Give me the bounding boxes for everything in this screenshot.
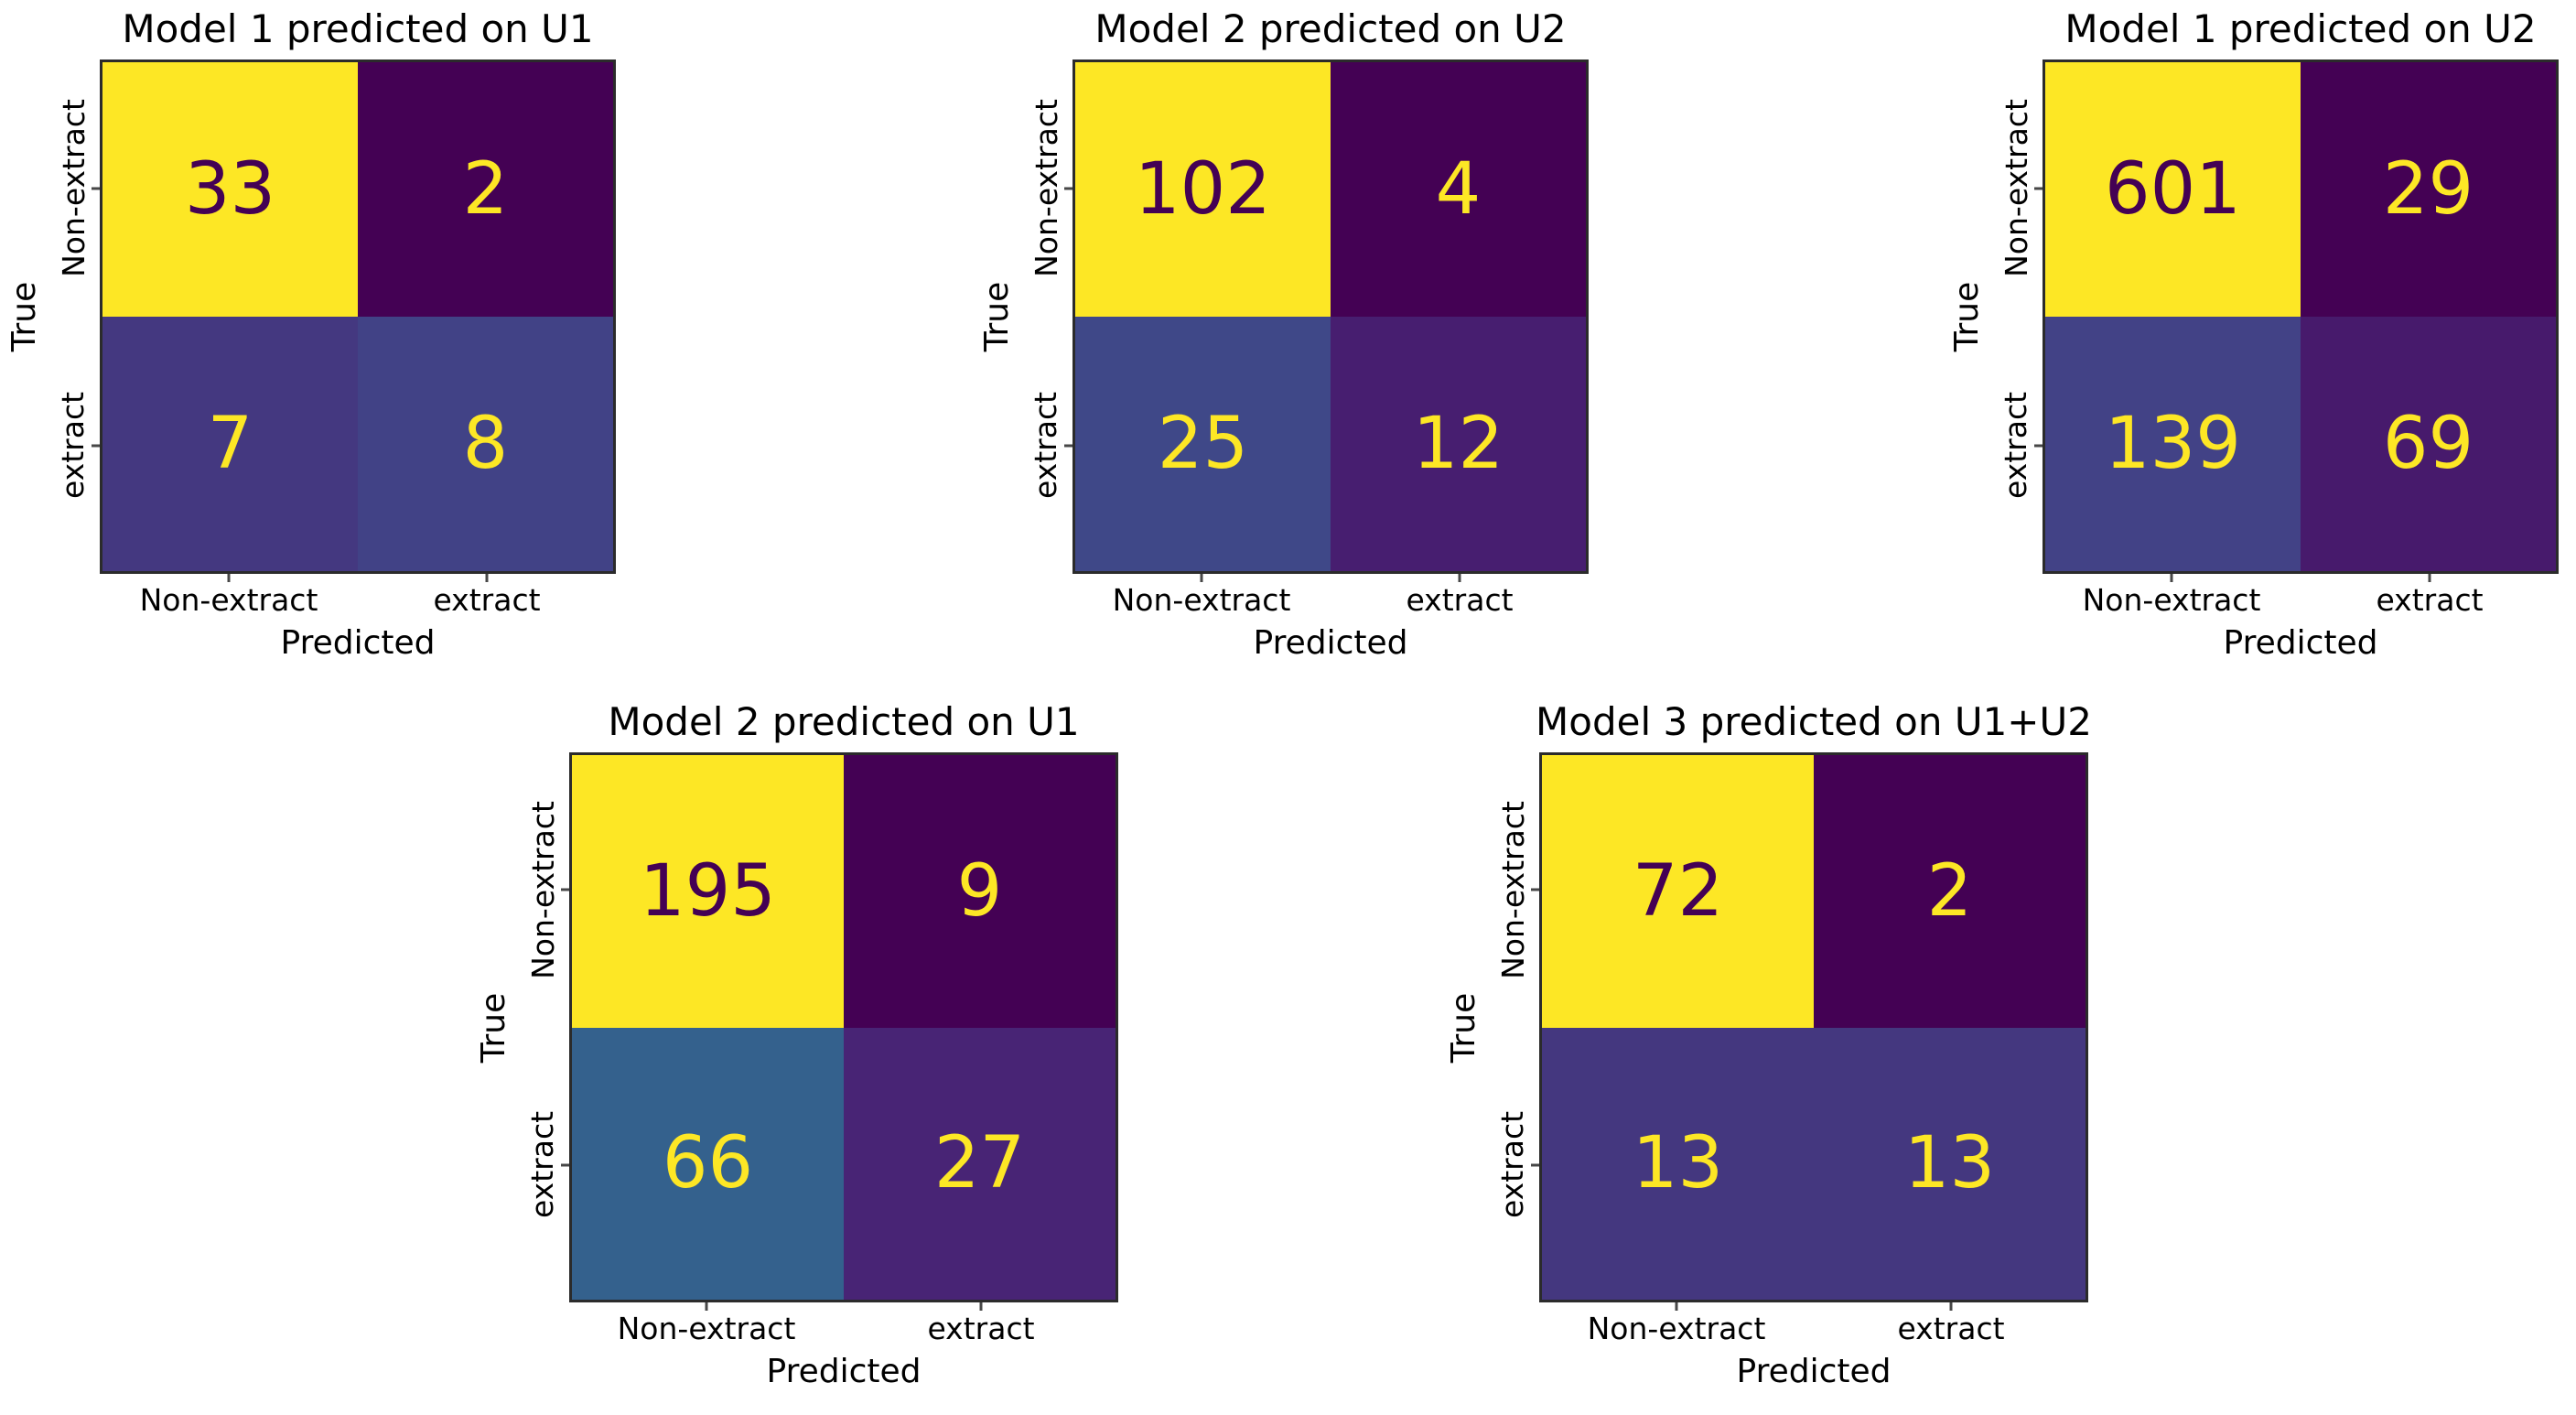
y-tick-mark [561,888,569,891]
cell-r1c0: 66 [572,1027,844,1300]
cell-r0c1: 9 [844,755,1116,1028]
x-tick-label-extract: extract [1897,1311,2005,1346]
cell-r1c1: 13 [1814,1027,2086,1300]
x-tick-mark [705,1302,708,1311]
x-tick-label-extract: extract [927,1311,1035,1346]
y-tick-label-non-extract: Non-extract [55,99,92,277]
x-tick-label-non-extract: Non-extract [617,1311,796,1346]
y-tick-label-extract: extract [524,1111,561,1219]
subplot-model1-on-u1: Model 1 predicted on U1 True Non-extract… [5,7,616,660]
cell-r1c0: 7 [102,317,358,571]
plot-title: Model 1 predicted on U1 [122,5,594,51]
x-axis-label: Predicted [766,1353,922,1390]
x-tick-label-extract: extract [433,582,541,618]
cell-r0c1: 2 [1814,755,2086,1028]
heatmap: 195 9 66 27 [569,752,1118,1302]
heatmap: 72 2 13 13 [1539,752,2088,1302]
x-tick-mark [1675,1302,1678,1311]
cell-r1c1: 27 [844,1027,1116,1300]
plot-title: Model 3 predicted on U1+U2 [1536,698,2092,744]
y-tick-mark [1531,888,1539,891]
cell-r0c0: 195 [572,755,844,1028]
cell-r1c0: 139 [2045,317,2301,571]
subplot-model2-on-u1: Model 2 predicted on U1 True Non-extract… [475,700,1118,1388]
heatmap: 33 2 7 8 [100,59,616,574]
cell-r0c1: 2 [358,62,613,317]
cell-r1c0: 13 [1542,1027,1814,1300]
x-tick-mark [2170,574,2173,582]
x-tick-mark [1949,1302,1953,1311]
x-axis-label: Predicted [1736,1353,1892,1390]
cell-r0c0: 102 [1075,62,1331,317]
heatmap: 601 29 139 69 [2042,59,2559,574]
cell-r1c1: 8 [358,317,613,571]
y-tick-label-extract: extract [1028,391,1064,500]
x-tick-label-extract: extract [2376,582,2484,618]
cell-r0c0: 72 [1542,755,1814,1028]
x-tick-label-non-extract: Non-extract [139,582,318,618]
cell-r0c1: 4 [1331,62,1586,317]
x-tick-mark [485,574,489,582]
y-tick-mark [92,444,100,447]
x-tick-label-non-extract: Non-extract [2082,582,2261,618]
cell-r0c1: 29 [2301,62,2556,317]
y-tick-mark [2034,444,2042,447]
x-tick-label-extract: extract [1406,582,1514,618]
subplot-model2-on-u2: Model 2 predicted on U2 True Non-extract… [978,7,1589,660]
cell-r0c0: 601 [2045,62,2301,317]
y-tick-label-extract: extract [1494,1111,1531,1219]
x-tick-mark [227,574,231,582]
y-axis-label: True [475,992,512,1063]
cell-r1c1: 69 [2301,317,2556,571]
x-tick-label-non-extract: Non-extract [1587,1311,1766,1346]
y-tick-mark [561,1163,569,1167]
y-axis-label: True [1445,992,1482,1063]
cell-r1c0: 25 [1075,317,1331,571]
y-axis-label: True [978,281,1016,352]
x-tick-mark [2428,574,2431,582]
x-tick-label-non-extract: Non-extract [1112,582,1291,618]
x-axis-label: Predicted [1253,624,1408,662]
y-tick-mark [1064,444,1072,447]
y-tick-mark [92,187,100,189]
subplot-model3-on-u1u2: Model 3 predicted on U1+U2 True Non-extr… [1445,700,2092,1388]
y-tick-label-non-extract: Non-extract [524,800,561,979]
y-tick-mark [1531,1163,1539,1167]
y-tick-label-extract: extract [55,391,92,500]
plot-title: Model 1 predicted on U2 [2064,5,2537,51]
y-axis-label: True [1948,281,1986,352]
cell-r1c1: 12 [1331,317,1586,571]
x-tick-mark [979,1302,983,1311]
x-tick-mark [1458,574,1461,582]
y-tick-label-non-extract: Non-extract [1998,99,2034,277]
plot-title: Model 2 predicted on U2 [1094,5,1567,51]
subplot-model1-on-u2: Model 1 predicted on U2 True Non-extract… [1948,7,2559,660]
y-axis-label: True [5,281,43,352]
y-tick-label-extract: extract [1998,391,2034,500]
y-tick-label-non-extract: Non-extract [1494,800,1531,979]
y-tick-mark [2034,187,2042,189]
y-tick-mark [1064,187,1072,189]
x-axis-label: Predicted [280,624,436,662]
plot-title: Model 2 predicted on U1 [608,698,1080,744]
heatmap: 102 4 25 12 [1072,59,1589,574]
x-tick-mark [1200,574,1203,582]
cell-r0c0: 33 [102,62,358,317]
x-axis-label: Predicted [2223,624,2378,662]
y-tick-label-non-extract: Non-extract [1028,99,1064,277]
